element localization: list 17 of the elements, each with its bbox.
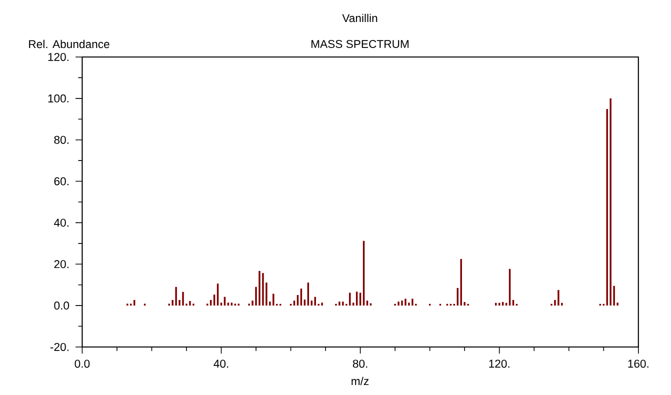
x-tick-label: 80. xyxy=(352,360,368,368)
y-tick-label: -20. xyxy=(50,342,68,351)
y-tick-label: 60. xyxy=(54,177,68,186)
y-tick-label: 120. xyxy=(48,52,68,61)
x-tick-label: 120. xyxy=(489,360,510,368)
y-tick-label: 100. xyxy=(48,94,68,102)
x-tick-label: 40. xyxy=(214,360,228,368)
chart-subtitle: MASS SPECTRUM xyxy=(311,40,408,48)
y-tick-label: 0.0 xyxy=(54,302,70,310)
y-tick-label: 80. xyxy=(54,136,68,144)
y-tick-label: 20. xyxy=(54,260,68,268)
x-tick-label: 160. xyxy=(628,360,648,368)
chart-title: Vanillin xyxy=(342,14,378,22)
y-tick-label: 40. xyxy=(54,218,68,227)
x-axis-title: m/z xyxy=(352,376,369,386)
y-axis-title: Rel. Abundance xyxy=(29,40,110,48)
x-tick-label: 0.0 xyxy=(74,360,90,368)
